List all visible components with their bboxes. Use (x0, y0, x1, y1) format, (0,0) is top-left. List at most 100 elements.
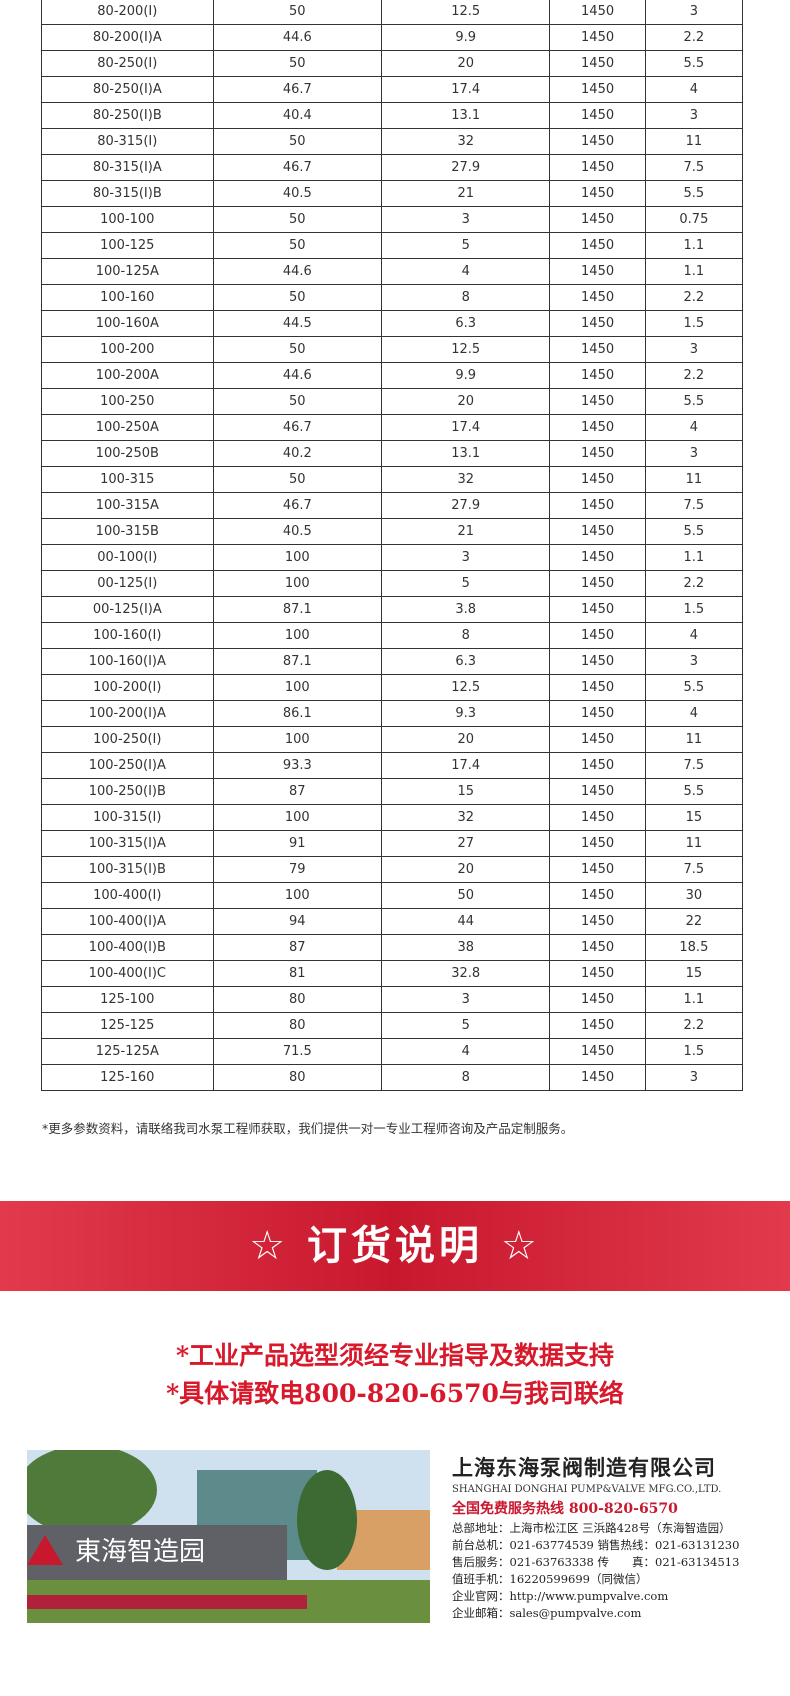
table-cell: 9.9 (381, 24, 551, 51)
table-cell: 4 (381, 258, 551, 285)
table-row: 100-250(I)A 93.3 17.4 1450 7.5 (41, 752, 744, 779)
table-row: 100-250A 46.7 17.4 1450 4 (41, 414, 744, 441)
table-row: 100-400(I)C 81 32.8 1450 15 (41, 960, 744, 987)
table-cell: 1450 (549, 388, 646, 415)
contact-line: 售后服务：021-63763338 传 真：021-63134513 (452, 1555, 740, 1569)
table-cell: 20 (381, 856, 551, 883)
table-cell: 100-250(I)A (41, 752, 214, 779)
table-cell: 87 (212, 778, 383, 805)
table-cell: 3 (381, 544, 551, 571)
table-cell: 50 (212, 128, 383, 155)
table-cell: 1450 (549, 310, 646, 337)
contact-line: 值班手机：16220599699（同微信） (452, 1572, 648, 1586)
table-cell: 1450 (549, 908, 646, 935)
table-cell: 2.2 (644, 362, 744, 389)
table-cell: 100-125 (41, 232, 214, 259)
table-cell: 1.5 (644, 1038, 744, 1065)
table-row: 80-315(I)B 40.5 21 1450 5.5 (41, 180, 744, 207)
table-cell: 1450 (549, 570, 646, 597)
contact-line: 企业官网：http://www.pumpvalve.com (452, 1589, 669, 1603)
table-row: 100-250(I) 100 20 1450 11 (41, 726, 744, 753)
table-row: 100-400(I)B 87 38 1450 18.5 (41, 934, 744, 961)
table-cell: 1.1 (644, 986, 744, 1013)
table-cell: 1450 (549, 206, 646, 233)
table-cell: 1450 (549, 778, 646, 805)
table-row: 80-250(I) 50 20 1450 5.5 (41, 50, 744, 77)
table-row: 100-160(I)A 87.1 6.3 1450 3 (41, 648, 744, 675)
table-cell: 3 (644, 336, 744, 363)
table-cell: 81 (212, 960, 383, 987)
table-cell: 2.2 (644, 24, 744, 51)
table-cell: 100-400(I)A (41, 908, 214, 935)
table-cell: 100-315(I)B (41, 856, 214, 883)
table-cell: 11 (644, 726, 744, 753)
table-cell: 5.5 (644, 518, 744, 545)
table-cell: 100-125A (41, 258, 214, 285)
table-cell: 46.7 (212, 414, 383, 441)
table-cell: 4 (644, 76, 744, 103)
table-row: 100-160 50 8 1450 2.2 (41, 284, 744, 311)
table-row: 100-160A 44.5 6.3 1450 1.5 (41, 310, 744, 337)
table-cell: 50 (212, 232, 383, 259)
table-row: 100-250 50 20 1450 5.5 (41, 388, 744, 415)
table-row: 100-250B 40.2 13.1 1450 3 (41, 440, 744, 467)
table-cell: 00-125(I)A (41, 596, 214, 623)
table-cell: 1450 (549, 154, 646, 181)
table-cell: 100-100 (41, 206, 214, 233)
table-cell: 1450 (549, 830, 646, 857)
table-cell: 1450 (549, 76, 646, 103)
table-cell: 50 (212, 206, 383, 233)
table-cell: 1450 (549, 466, 646, 493)
table-cell: 1450 (549, 674, 646, 701)
table-cell: 1450 (549, 622, 646, 649)
table-cell: 80 (212, 1012, 383, 1039)
table-cell: 79 (212, 856, 383, 883)
table-cell: 1450 (549, 128, 646, 155)
table-cell: 125-160 (41, 1064, 214, 1091)
table-cell: 7.5 (644, 856, 744, 883)
table-cell: 100-315(I) (41, 804, 214, 831)
table-cell: 15 (644, 804, 744, 831)
table-row: 00-125(I) 100 5 1450 2.2 (41, 570, 744, 597)
order-line: *工业产品选型须经专业指导及数据支持 (175, 1341, 615, 1370)
table-row: 80-250(I)A 46.7 17.4 1450 4 (41, 76, 744, 103)
table-row: 100-100 50 3 1450 0.75 (41, 206, 744, 233)
table-cell: 20 (381, 726, 551, 753)
table-row: 100-125 50 5 1450 1.1 (41, 232, 744, 259)
table-cell: 1450 (549, 0, 646, 25)
table-cell: 3.8 (381, 596, 551, 623)
banner: ☆ 订货说明 ☆ (0, 1201, 790, 1291)
table-cell: 100-400(I)B (41, 934, 214, 961)
table-cell: 125-125 (41, 1012, 214, 1039)
factory-photo: 東海智造园 (27, 1450, 430, 1623)
table-cell: 1450 (549, 804, 646, 831)
table-row: 80-200(I) 50 12.5 1450 3 (41, 0, 744, 25)
table-cell: 87.1 (212, 596, 383, 623)
table-cell: 22 (644, 908, 744, 935)
table-cell: 5.5 (644, 388, 744, 415)
table-cell: 4 (644, 414, 744, 441)
table-cell: 11 (644, 466, 744, 493)
table-cell: 1450 (549, 492, 646, 519)
table-cell: 100 (212, 804, 383, 831)
sign-text: 東海智造园 (75, 1537, 205, 1567)
table-cell: 7.5 (644, 154, 744, 181)
table-row: 100-315B 40.5 21 1450 5.5 (41, 518, 744, 545)
table-cell: 3 (381, 986, 551, 1013)
table-cell: 27.9 (381, 154, 551, 181)
table-cell: 1450 (549, 596, 646, 623)
table-cell: 100-200(I)A (41, 700, 214, 727)
table-row: 100-200 50 12.5 1450 3 (41, 336, 744, 363)
table-cell: 1450 (549, 284, 646, 311)
table-row: 80-200(I)A 44.6 9.9 1450 2.2 (41, 24, 744, 51)
table-row: 100-200(I)A 86.1 9.3 1450 4 (41, 700, 744, 727)
table-cell: 1450 (549, 50, 646, 77)
table-row: 100-400(I) 100 50 1450 30 (41, 882, 744, 909)
table-cell: 3 (644, 1064, 744, 1091)
table-cell: 4 (644, 700, 744, 727)
table-cell: 50 (381, 882, 551, 909)
table-cell: 100-250(I) (41, 726, 214, 753)
table-row: 125-125 80 5 1450 2.2 (41, 1012, 744, 1039)
table-cell: 12.5 (381, 674, 551, 701)
table-cell: 87 (212, 934, 383, 961)
